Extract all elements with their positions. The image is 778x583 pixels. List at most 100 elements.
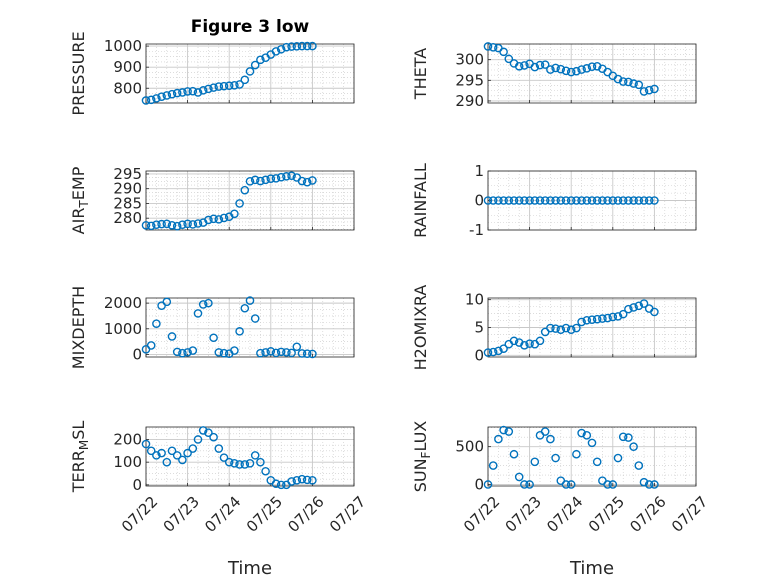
y-tick-label: 290 [455, 92, 484, 110]
data-point [172, 221, 182, 231]
x-axis-label: Time [227, 558, 272, 579]
data-point [634, 196, 644, 205]
data-point [172, 451, 182, 460]
data-point [250, 175, 260, 185]
data-point [266, 174, 276, 183]
data-point [178, 220, 187, 229]
data-point [540, 427, 550, 436]
y-axis-label: H2OMIXRA [411, 285, 430, 371]
data-point [634, 301, 644, 311]
y-axis-label: AIRTEMP [69, 166, 91, 234]
data-point [546, 65, 555, 74]
data-point [287, 348, 296, 358]
data-point [546, 323, 555, 333]
data-point [209, 83, 218, 92]
data-point [250, 314, 260, 323]
y-tick-label: 200 [113, 430, 142, 448]
y-tick-label: 0 [474, 346, 484, 364]
data-point [644, 480, 654, 489]
data-point [240, 460, 250, 469]
data-point [587, 62, 597, 71]
data-point [146, 95, 156, 105]
data-point [525, 196, 534, 205]
data-point [618, 77, 628, 86]
y-tick-label: 0 [474, 475, 484, 493]
data-point [214, 348, 224, 357]
data-point [287, 42, 296, 51]
axes-box [487, 426, 697, 487]
data-point [209, 333, 218, 343]
data-point [141, 439, 151, 449]
data-point [193, 88, 203, 97]
data-point [587, 438, 597, 448]
data-point [592, 457, 602, 467]
panel-rainfall: -1 0 1 RAINFALL [411, 162, 697, 239]
data-point [198, 86, 208, 95]
data-point [266, 347, 276, 356]
data-point [230, 209, 239, 219]
y-tick-label: 10 [465, 291, 484, 309]
axes-box [487, 43, 697, 104]
data-point [577, 428, 586, 438]
data-point [520, 341, 529, 350]
data-point [219, 213, 229, 223]
data-point [188, 86, 198, 96]
data-point [152, 94, 161, 103]
data-point [525, 480, 534, 489]
data-point [230, 81, 239, 90]
data-point [561, 66, 571, 76]
data-point [530, 457, 540, 467]
data-point [650, 196, 659, 205]
y-tick-label: 290 [113, 180, 142, 198]
data-point [598, 196, 607, 205]
data-point [292, 342, 302, 352]
data-point [629, 303, 638, 312]
data-point [141, 96, 151, 105]
data-point [162, 219, 172, 229]
data-point [499, 47, 508, 57]
data-point [525, 339, 534, 348]
data-point [520, 480, 529, 489]
data-point [245, 67, 255, 76]
panel-mixdepth: 0 1000 2000 MIXDEPTH [69, 286, 355, 369]
data-point [167, 220, 177, 230]
data-point [483, 348, 493, 357]
data-point [183, 87, 192, 96]
data-point [603, 313, 612, 323]
data-point [235, 460, 244, 469]
data-point [488, 43, 498, 52]
data-point [577, 317, 586, 327]
data-point [302, 349, 312, 358]
data-point [209, 214, 218, 224]
data-point [613, 453, 623, 463]
data-point [499, 425, 508, 435]
y-axis-label: RAINFALL [411, 163, 430, 238]
data-point [624, 77, 633, 87]
y-axis-label: SUNFLUX [411, 421, 433, 493]
data-point [157, 219, 166, 229]
data-point [167, 89, 177, 99]
data-point [499, 196, 508, 205]
data-point [603, 196, 612, 205]
data-point [608, 196, 618, 205]
data-point [157, 92, 166, 101]
data-point [483, 480, 493, 489]
data-point [624, 304, 633, 314]
data-point [624, 196, 633, 205]
data-point [297, 41, 307, 51]
data-point [566, 196, 576, 205]
y-tick-label: 1000 [104, 37, 142, 55]
data-point [302, 475, 312, 485]
data-point [209, 432, 218, 442]
data-point [271, 174, 281, 183]
data-point [146, 446, 156, 456]
data-point [520, 196, 529, 205]
data-point [514, 472, 524, 482]
data-point [188, 346, 198, 355]
data-point [566, 480, 576, 489]
data-point [193, 435, 203, 444]
data-point [650, 84, 659, 94]
data-point [250, 451, 260, 460]
data-point [639, 196, 649, 205]
data-point [520, 61, 529, 70]
